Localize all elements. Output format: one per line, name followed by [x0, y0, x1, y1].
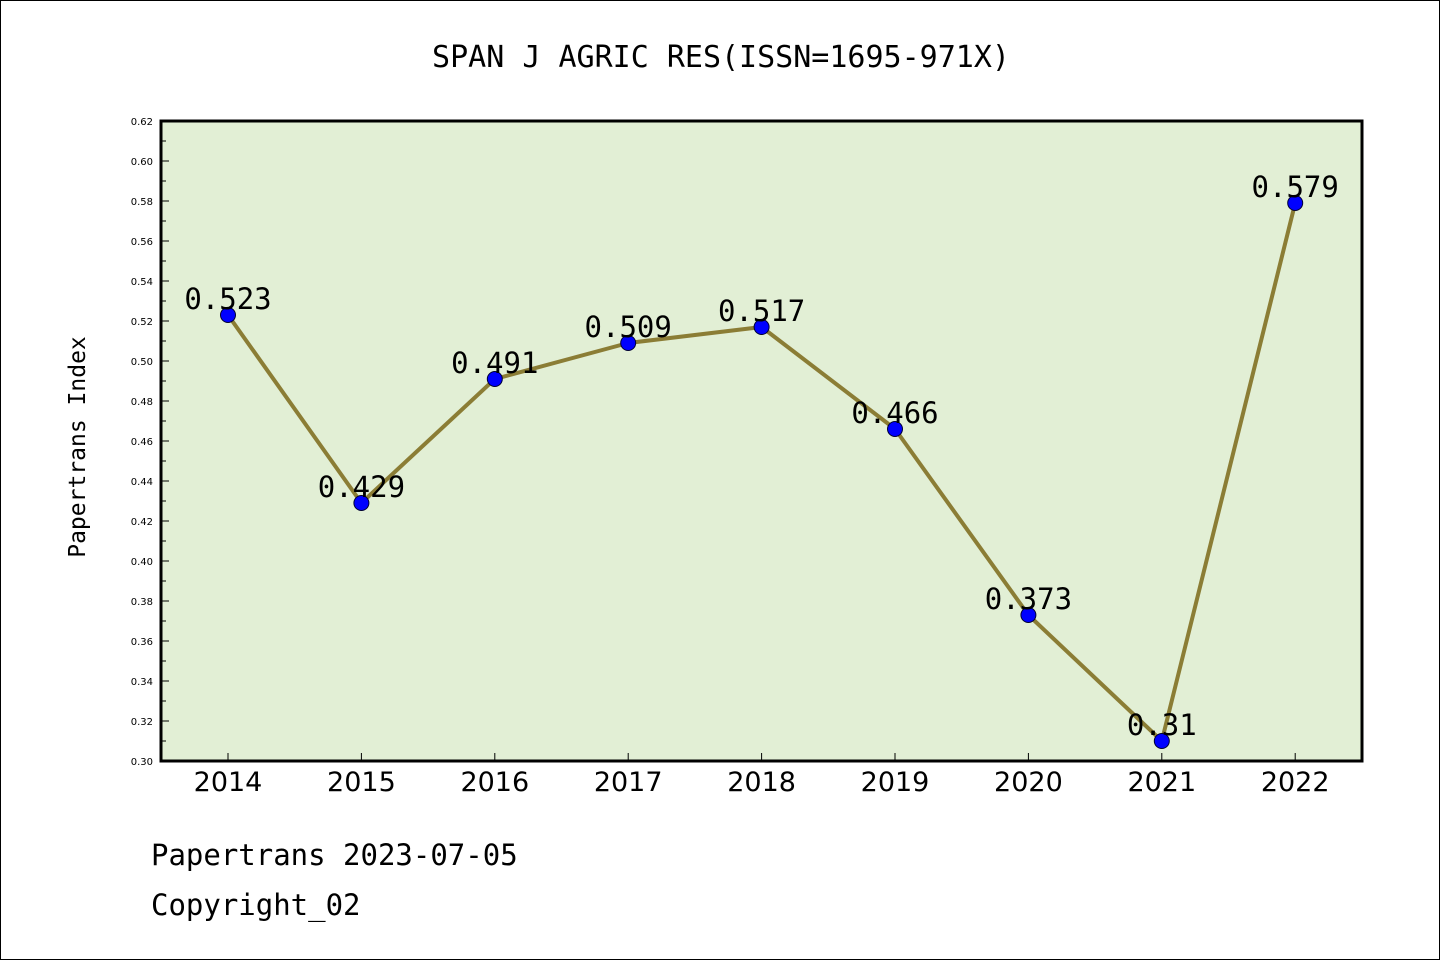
- data-label-2019: 0.466: [851, 396, 938, 430]
- y-axis-ticks: 0.30 0.32 0.34 0.36 0.38 0.40 0.42 0.44 0.46 0.48…: [131, 117, 169, 768]
- data-label-2015: 0.429: [318, 470, 405, 504]
- data-label-2018: 0.517: [718, 294, 805, 328]
- y-tick-label: 0.32: [131, 717, 153, 728]
- y-tick-label: 0.40: [131, 557, 153, 568]
- chart-title: SPAN J AGRIC RES(ISSN=1695-971X): [432, 40, 1010, 75]
- data-point-2016: [486, 371, 503, 387]
- x-tick-label: 2017: [594, 767, 663, 798]
- y-axis-label: Papertrans Index: [65, 336, 91, 558]
- plot-area: [159, 119, 1364, 763]
- data-labels: 0.523 0.429 0.491 0.509 0.517 0.466 0.373 0.31 0…: [184, 170, 1339, 742]
- data-label-2021: 0.31: [1127, 708, 1197, 742]
- data-point-2019: [887, 421, 903, 437]
- y-tick-label: 0.48: [131, 397, 153, 408]
- y-tick-label: 0.50: [131, 357, 153, 368]
- data-point-2014: [220, 307, 236, 323]
- footer-copyright-line: Copyright_02: [151, 888, 361, 923]
- x-tick-label: 2018: [727, 767, 796, 798]
- x-tick-label: 2015: [327, 767, 396, 798]
- y-tick-label: 0.44: [131, 477, 153, 488]
- y-tick-label: 0.46: [131, 437, 153, 448]
- data-point-2022: [1287, 195, 1304, 211]
- data-point-2020: [1020, 607, 1037, 623]
- x-tick-label: 2020: [994, 767, 1063, 798]
- footer-date-line: Papertrans 2023-07-05: [151, 838, 518, 872]
- x-tick-label: 2019: [861, 767, 930, 798]
- x-axis-ticks: 2014 2015 2016 2017 2018 2019 2020 2021 2022: [194, 753, 1330, 798]
- y-tick-label: 0.60: [131, 157, 153, 168]
- data-label-2017: 0.509: [585, 310, 672, 344]
- y-tick-label: 0.54: [131, 277, 153, 288]
- y-tick-label: 0.34: [131, 677, 153, 688]
- y-tick-label: 0.36: [131, 637, 153, 648]
- data-point-markers: [220, 195, 1304, 749]
- x-tick-label: 2021: [1127, 767, 1196, 798]
- y-tick-label: 0.62: [131, 117, 153, 128]
- y-tick-label: 0.58: [131, 197, 153, 208]
- data-point-2021: [1153, 733, 1170, 749]
- y-tick-label: 0.56: [131, 237, 153, 248]
- x-tick-label: 2016: [460, 767, 529, 798]
- data-point-2017: [620, 335, 637, 351]
- data-label-2020: 0.373: [985, 582, 1072, 616]
- y-tick-label: 0.52: [131, 317, 153, 328]
- y-tick-label: 0.30: [131, 757, 153, 768]
- data-label-2016: 0.491: [451, 346, 538, 380]
- x-tick-label: 2022: [1261, 767, 1330, 798]
- data-label-2022: 0.579: [1252, 170, 1339, 204]
- data-label-2014: 0.523: [184, 282, 271, 316]
- data-point-2018: [753, 319, 770, 335]
- x-tick-label: 2014: [194, 767, 263, 798]
- y-tick-label: 0.38: [131, 597, 153, 608]
- y-tick-label: 0.42: [131, 517, 153, 528]
- data-point-2015: [353, 495, 370, 511]
